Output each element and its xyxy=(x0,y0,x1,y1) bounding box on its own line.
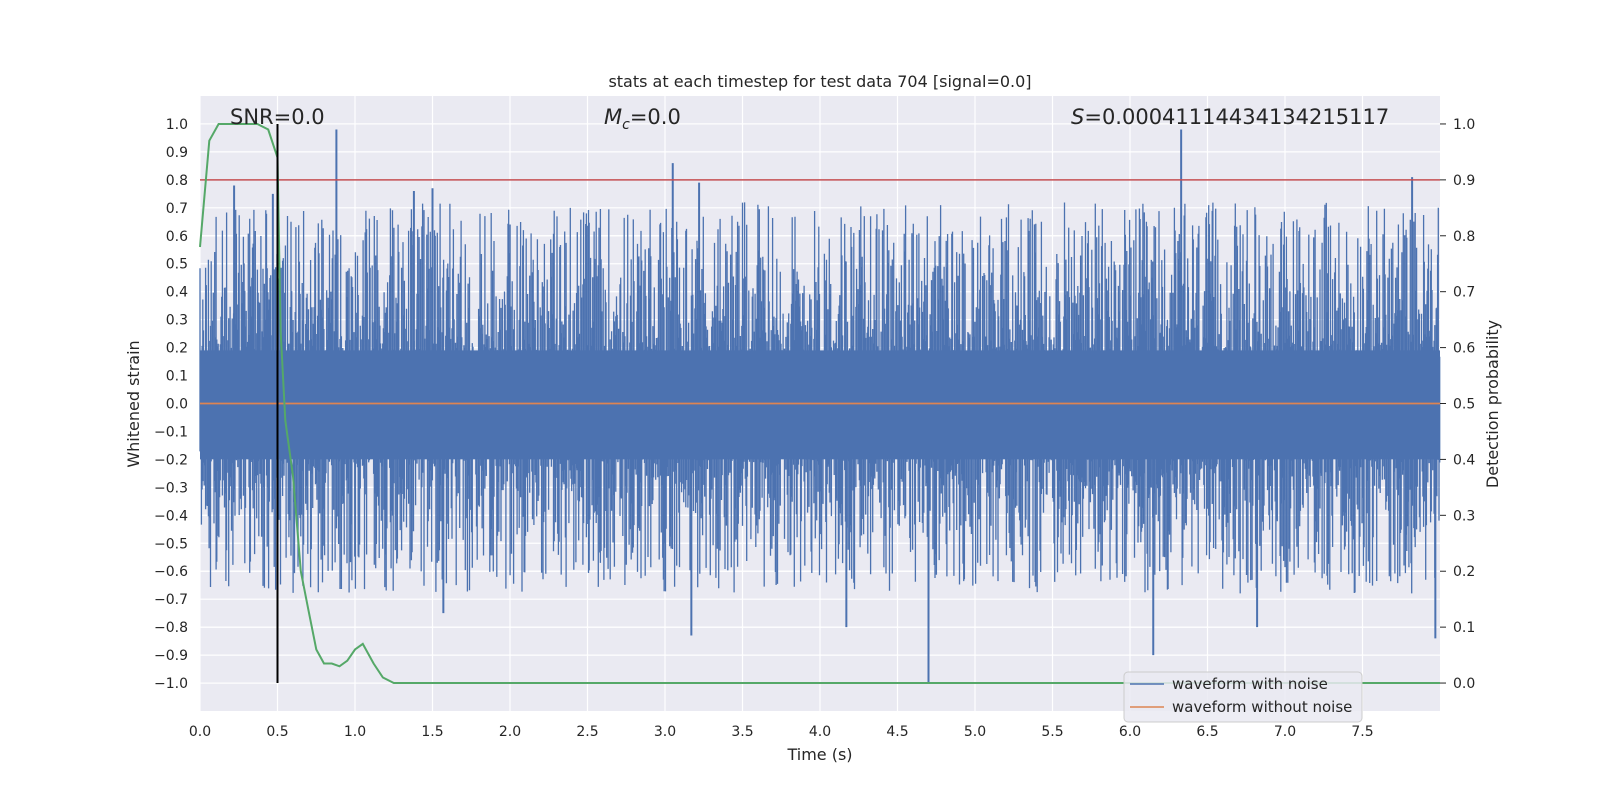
y2-tick-label: 0.8 xyxy=(1453,229,1475,245)
y-tick-label: −0.3 xyxy=(154,480,188,496)
mc-value: =0.0 xyxy=(630,105,681,129)
y2-tick-label: 0.2 xyxy=(1453,564,1475,580)
x-tick-label: 1.0 xyxy=(344,724,366,740)
y-tick-label: 0.7 xyxy=(166,201,188,217)
s-value: =0.00041114434134215117 xyxy=(1084,105,1389,129)
y-tick-label: −0.8 xyxy=(154,620,188,636)
x-tick-label: 5.5 xyxy=(1041,724,1063,740)
y-tick-label: −0.9 xyxy=(154,648,188,664)
legend-label-noise: waveform with noise xyxy=(1172,675,1328,693)
y-tick-label: 0.1 xyxy=(166,369,188,385)
y-tick-label: −0.6 xyxy=(154,564,188,580)
y-tick-label: −0.7 xyxy=(154,592,188,608)
y-tick-label: −0.1 xyxy=(154,424,188,440)
x-tick-label: 5.0 xyxy=(964,724,986,740)
x-tick-label: 0.0 xyxy=(189,724,211,740)
y-tick-label: 0.4 xyxy=(166,285,188,301)
x-tick-label: 0.5 xyxy=(266,724,288,740)
legend-box xyxy=(1123,671,1363,723)
y2-tick-label: 0.3 xyxy=(1453,508,1475,524)
x-tick-label: 4.0 xyxy=(809,724,831,740)
x-tick-label: 4.5 xyxy=(886,724,908,740)
y2-tick-label: 0.4 xyxy=(1453,452,1475,468)
mc-symbol: M xyxy=(604,105,622,129)
y-tick-label: 0.8 xyxy=(166,173,188,189)
noise-core-band xyxy=(200,350,1440,460)
legend-label-clean: waveform without noise xyxy=(1172,698,1352,716)
y-tick-label: 0.9 xyxy=(166,145,188,161)
series-waveform-with-noise xyxy=(199,129,1441,684)
x-tick-label: 1.5 xyxy=(421,724,443,740)
y-axis-label: Whitened strain xyxy=(124,340,143,467)
y2-tick-label: 0.0 xyxy=(1453,676,1475,692)
y-tick-label: 0.0 xyxy=(166,397,188,413)
mc-subscript: c xyxy=(622,117,630,133)
legend: waveform with noise waveform without noi… xyxy=(1123,671,1363,723)
x-tick-label: 2.0 xyxy=(499,724,521,740)
y-tick-label: −0.4 xyxy=(154,508,188,524)
s-symbol: S xyxy=(1071,105,1084,129)
snr-annotation: SNR=0.0 xyxy=(230,105,325,129)
y-tick-label: −0.5 xyxy=(154,536,188,552)
x-tick-label: 3.0 xyxy=(654,724,676,740)
detection-probability-line xyxy=(199,123,1440,684)
y2-tick-label: 1.0 xyxy=(1453,117,1475,133)
y-tick-label: −1.0 xyxy=(154,676,188,692)
x-tick-label: 7.5 xyxy=(1351,724,1373,740)
x-axis-label: Time (s) xyxy=(786,745,852,764)
y-tick-label: −0.2 xyxy=(154,452,188,468)
tick-labels: 0.0 0.5 1.0 1.5 2.0 2.5 3.0 3.5 4.0 4.5 5.0 5.5 6.0 6… xyxy=(154,117,1475,740)
chart-title: stats at each timestep for test data 704… xyxy=(608,72,1031,91)
x-tick-label: 3.5 xyxy=(731,724,753,740)
chart-overlay-lines xyxy=(199,123,1440,684)
y-tick-label: 0.3 xyxy=(166,313,188,329)
y2-tick-label: 0.6 xyxy=(1453,341,1475,357)
y2-axis-label: Detection probability xyxy=(1483,320,1502,488)
x-tick-label: 6.0 xyxy=(1119,724,1141,740)
mc-annotation: Mc=0.0 xyxy=(604,105,681,133)
s-annotation: S=0.00041114434134215117 xyxy=(1071,105,1389,129)
y-tick-label: 0.6 xyxy=(166,229,188,245)
x-tick-label: 6.5 xyxy=(1196,724,1218,740)
y2-tick-label: 0.9 xyxy=(1453,173,1475,189)
y-tick-label: 1.0 xyxy=(166,117,188,133)
y-tick-label: 0.5 xyxy=(166,257,188,273)
y-tick-label: 0.2 xyxy=(166,341,188,357)
y2-tick-label: 0.7 xyxy=(1453,285,1475,301)
y2-tick-label: 0.1 xyxy=(1453,620,1475,636)
y2-tick-label: 0.5 xyxy=(1453,397,1475,413)
x-tick-label: 2.5 xyxy=(576,724,598,740)
x-tick-label: 7.0 xyxy=(1274,724,1296,740)
